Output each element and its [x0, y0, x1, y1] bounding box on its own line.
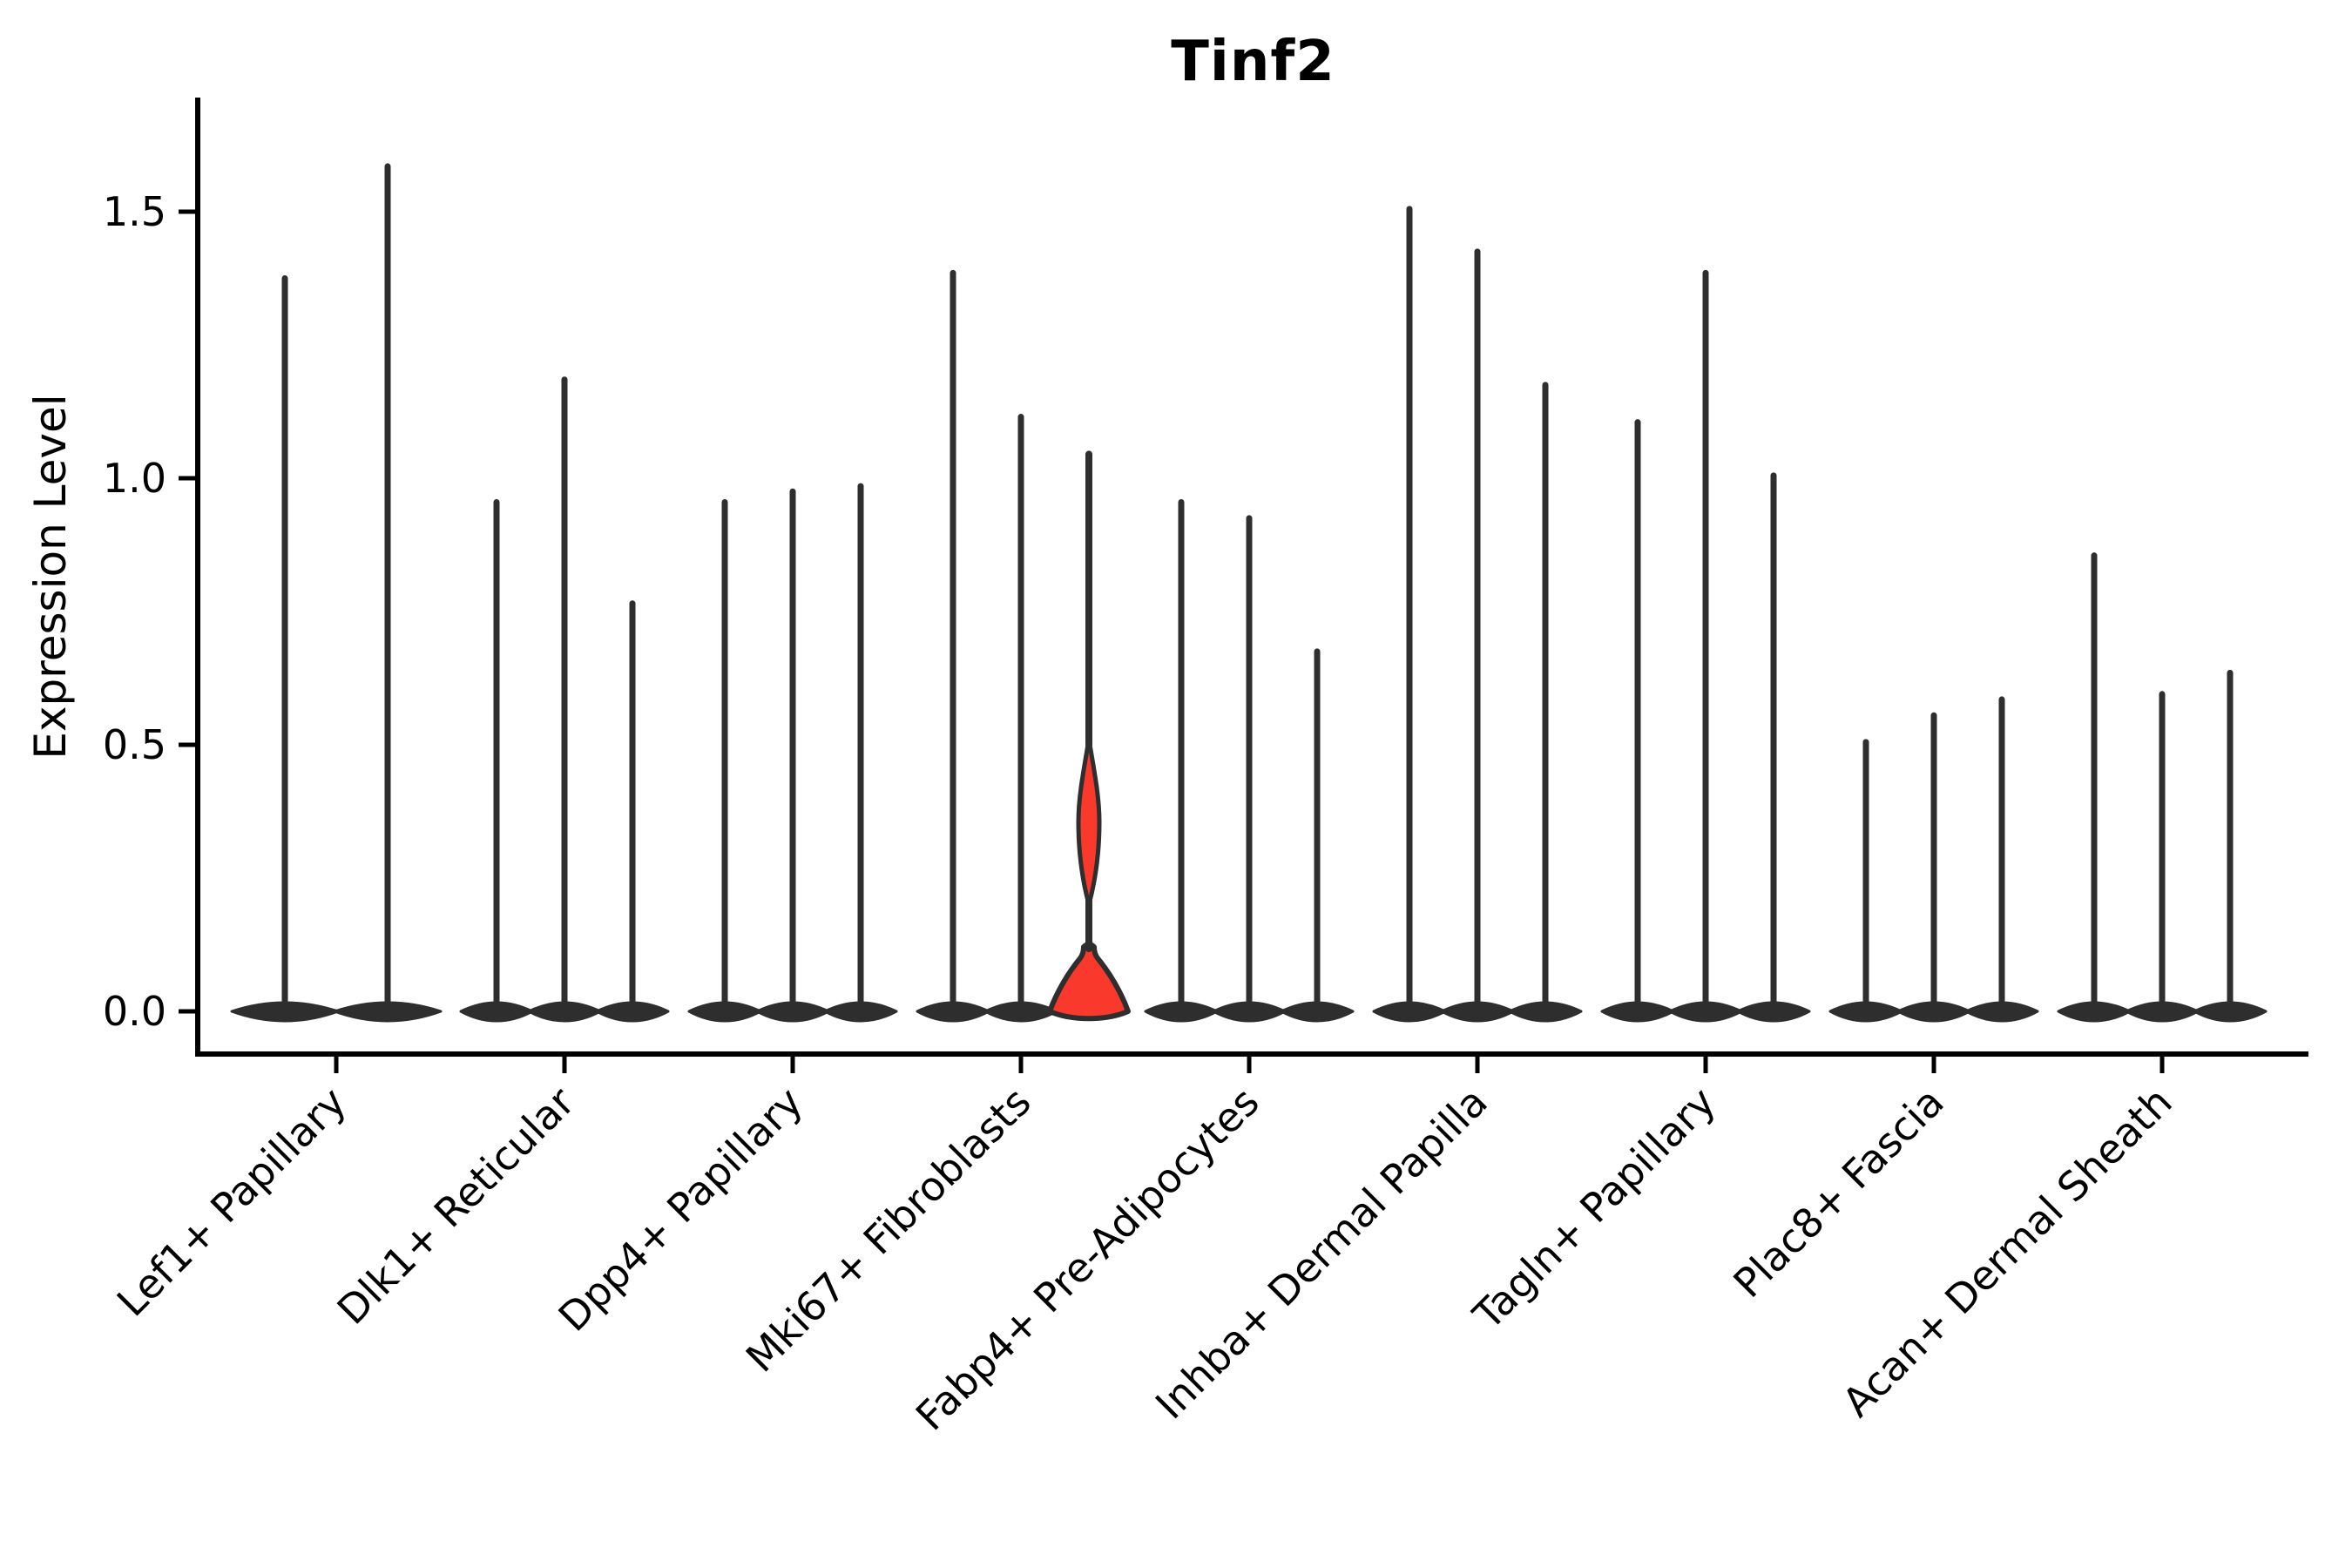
- violin-base: [333, 1001, 443, 1023]
- y-tick-label: 1.0: [103, 455, 166, 502]
- x-tick-label: Dlk1+ Reticular: [328, 1078, 584, 1334]
- x-tick-label: Plac8+ Fascia: [1724, 1078, 1952, 1307]
- x-tick-label: Tagln+ Papillary: [1463, 1078, 1725, 1340]
- violin-base: [1508, 1001, 1583, 1023]
- violin-highlighted-bulge: [1076, 737, 1102, 908]
- y-tick-label: 1.5: [103, 188, 166, 235]
- y-tick-label: 0.0: [103, 988, 166, 1035]
- x-tick-label: Lef1+ Papillary: [108, 1078, 355, 1326]
- violin-base: [1964, 1001, 2039, 1023]
- chart-title: Tinf2: [1171, 30, 1335, 94]
- y-tick-label: 0.5: [103, 721, 166, 768]
- violin-base: [595, 1001, 670, 1023]
- violin-base: [1736, 1001, 1811, 1023]
- violin-base: [1280, 1001, 1355, 1023]
- violin-highlighted-base: [1047, 942, 1131, 1022]
- violin-base: [2193, 1001, 2268, 1023]
- x-tick-label: Dpp4+ Papillary: [550, 1078, 812, 1341]
- violin-base: [823, 1001, 898, 1023]
